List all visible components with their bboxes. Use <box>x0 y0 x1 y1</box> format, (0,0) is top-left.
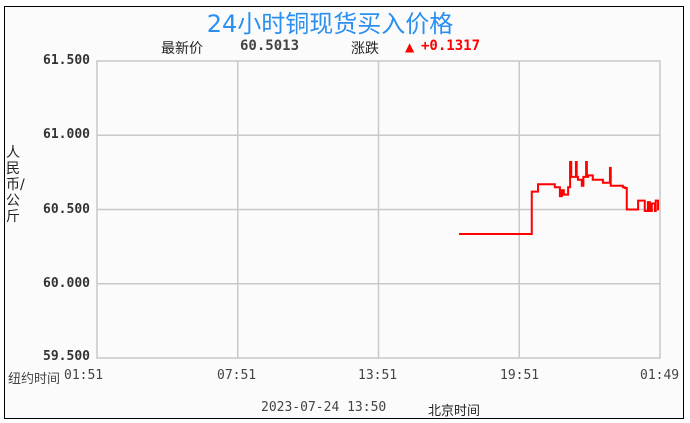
y-tick-label: 60.500 <box>43 202 90 217</box>
x-tick-label: 07:51 <box>217 368 257 383</box>
triangle-up-icon: ▲ <box>405 40 415 54</box>
y-tick-label: 59.500 <box>43 349 90 364</box>
y-tick-label: 60.000 <box>43 276 90 291</box>
latest-value: 60.5013 <box>240 38 300 54</box>
footer-date: 2023-07-24 13:50 <box>261 400 387 415</box>
x-axis-label: 纽约时间 <box>8 372 61 387</box>
x-tick-label: 01:49 <box>640 368 680 383</box>
price-line <box>459 160 660 236</box>
x-tick-label: 13:51 <box>358 368 398 383</box>
footer-zone: 北京时间 <box>428 404 481 419</box>
change-value: +0.1317 <box>421 38 481 54</box>
x-tick-label: 19:51 <box>500 368 540 383</box>
latest-label: 最新价 <box>161 41 203 57</box>
change-label: 涨跌 <box>351 41 379 57</box>
x-tick-label: 01:51 <box>64 368 104 383</box>
y-axis-label: 人民币/公斤 <box>6 145 25 225</box>
y-tick-label: 61.000 <box>43 127 90 142</box>
chart-frame <box>4 6 684 419</box>
chart-title: 24小时铜现货买入价格 <box>206 10 454 38</box>
y-tick-label: 61.500 <box>43 53 90 68</box>
